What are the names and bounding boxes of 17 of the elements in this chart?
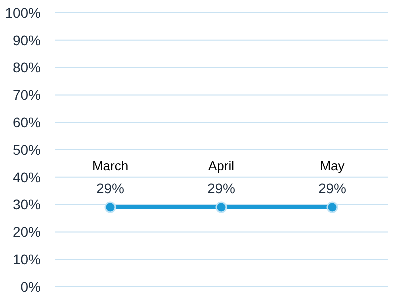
y-tick-label: 90% (12, 32, 41, 48)
data-label: 29% (96, 180, 125, 197)
x-tick-label: May (320, 158, 346, 174)
x-tick-label: March (92, 158, 129, 174)
x-tick-label: April (208, 158, 235, 174)
y-tick-label: 30% (12, 196, 41, 213)
data-label: 29% (318, 180, 347, 197)
y-tick-label: 60% (12, 114, 41, 130)
y-tick-label: 10% (12, 252, 41, 268)
y-tick-label: 0% (20, 278, 41, 293)
y-tick-label: 80% (12, 60, 41, 76)
data-label: 29% (207, 180, 236, 197)
y-tick-label: 20% (12, 224, 41, 240)
y-tick-label: 100% (5, 4, 41, 21)
y-tick-label: 50% (12, 142, 41, 158)
y-tick-label: 40% (12, 169, 41, 186)
y-tick-label: 70% (12, 87, 41, 104)
